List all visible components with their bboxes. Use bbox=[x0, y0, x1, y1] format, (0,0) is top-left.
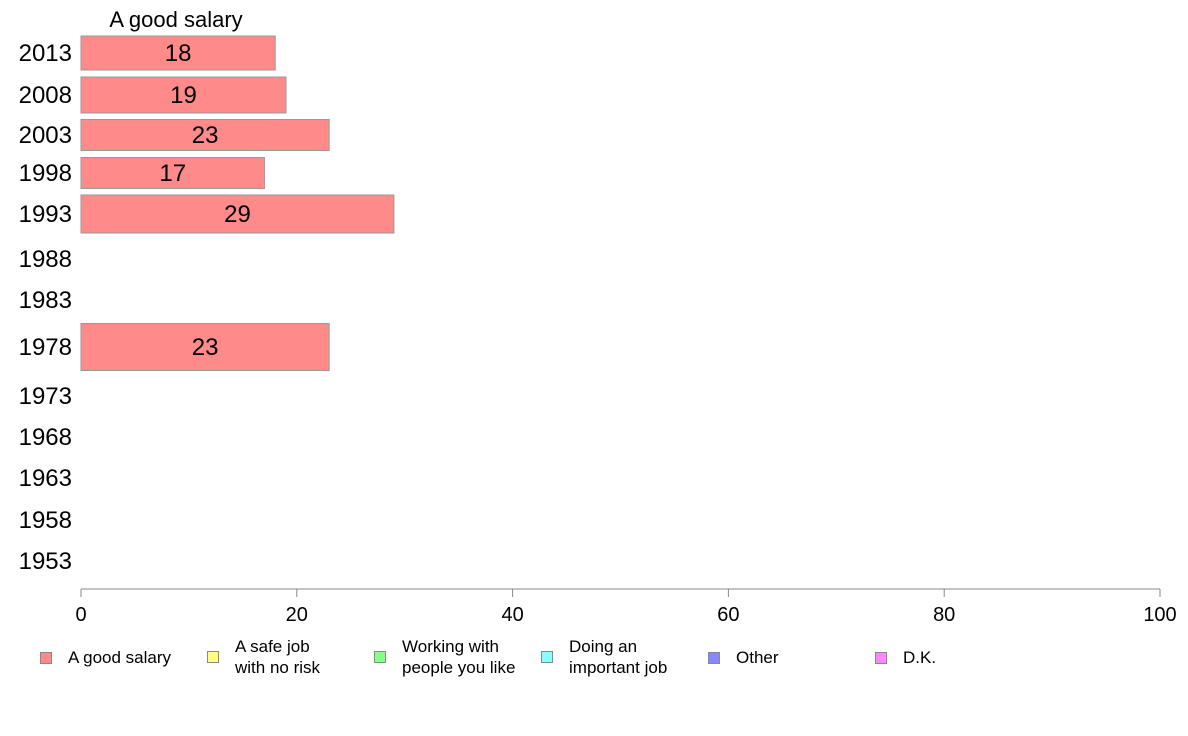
y-tick-label: 2003 bbox=[19, 122, 72, 149]
bar bbox=[80, 35, 276, 71]
legend-label: D.K. bbox=[903, 648, 937, 667]
x-axis: 0 20 40 60 80 100 bbox=[75, 588, 1177, 626]
legend-label: A safe job with no risk bbox=[235, 637, 321, 677]
y-tick-label: 1988 bbox=[19, 246, 72, 273]
y-tick-label: 1978 bbox=[19, 334, 72, 361]
legend-item-good-salary: A good salary bbox=[40, 647, 171, 668]
bar-data-label: 23 bbox=[192, 334, 219, 361]
x-tick-label: 60 bbox=[717, 604, 739, 626]
legend-label: A good salary bbox=[68, 648, 172, 667]
y-tick-label: 2008 bbox=[19, 82, 72, 109]
legend-item-working-with-people: Working with people you like bbox=[374, 636, 515, 678]
y-tick-label: 1963 bbox=[19, 465, 72, 492]
bar-data-label: 23 bbox=[192, 122, 219, 149]
x-tick-label: 40 bbox=[501, 604, 523, 626]
y-tick-label: 1953 bbox=[19, 548, 72, 575]
legend-label: Working with people you like bbox=[402, 637, 516, 677]
y-tick-label: 1958 bbox=[19, 507, 72, 534]
bar-data-label: 29 bbox=[224, 201, 251, 228]
legend-label: Other bbox=[736, 648, 779, 667]
legend-swatch bbox=[40, 651, 52, 664]
y-tick-label: 1968 bbox=[19, 424, 72, 451]
legend-item-safe-job: A safe job with no risk bbox=[207, 636, 320, 678]
legend-label: Doing an important job bbox=[569, 637, 668, 677]
x-tick-label: 0 bbox=[75, 604, 86, 626]
y-tick-label: 1983 bbox=[19, 287, 72, 314]
legend-swatch bbox=[374, 651, 386, 663]
bar-data-label: 17 bbox=[159, 160, 186, 187]
y-tick-label: 1993 bbox=[19, 201, 72, 228]
legend-swatch bbox=[708, 651, 720, 664]
legend-swatch bbox=[541, 651, 553, 663]
y-tick-label: 1973 bbox=[19, 383, 72, 410]
bar-data-label: 18 bbox=[165, 40, 192, 67]
legend-swatch bbox=[875, 651, 887, 664]
x-tick-label: 20 bbox=[286, 604, 308, 626]
bar bbox=[80, 157, 265, 189]
y-axis-labels: 2013 2008 2003 1998 1993 1988 1983 1978 1973 1968… bbox=[19, 40, 72, 575]
y-tick-label: 2013 bbox=[19, 40, 72, 67]
bar bbox=[80, 76, 287, 114]
legend: A good salary A safe job with no risk Wo… bbox=[0, 630, 1188, 690]
chart-title: A good salary bbox=[109, 7, 242, 32]
bar bbox=[80, 119, 330, 151]
legend-swatch bbox=[207, 651, 219, 663]
bar-data-label: 19 bbox=[170, 82, 197, 109]
legend-item-dk: D.K. bbox=[875, 647, 936, 668]
x-tick-label: 80 bbox=[933, 604, 955, 626]
legend-item-important-job: Doing an important job bbox=[541, 636, 667, 678]
bar bbox=[80, 323, 330, 371]
x-tick-label: 100 bbox=[1143, 604, 1176, 626]
legend-item-other: Other bbox=[708, 647, 779, 668]
bar bbox=[80, 194, 395, 234]
y-tick-label: 1998 bbox=[19, 160, 72, 187]
